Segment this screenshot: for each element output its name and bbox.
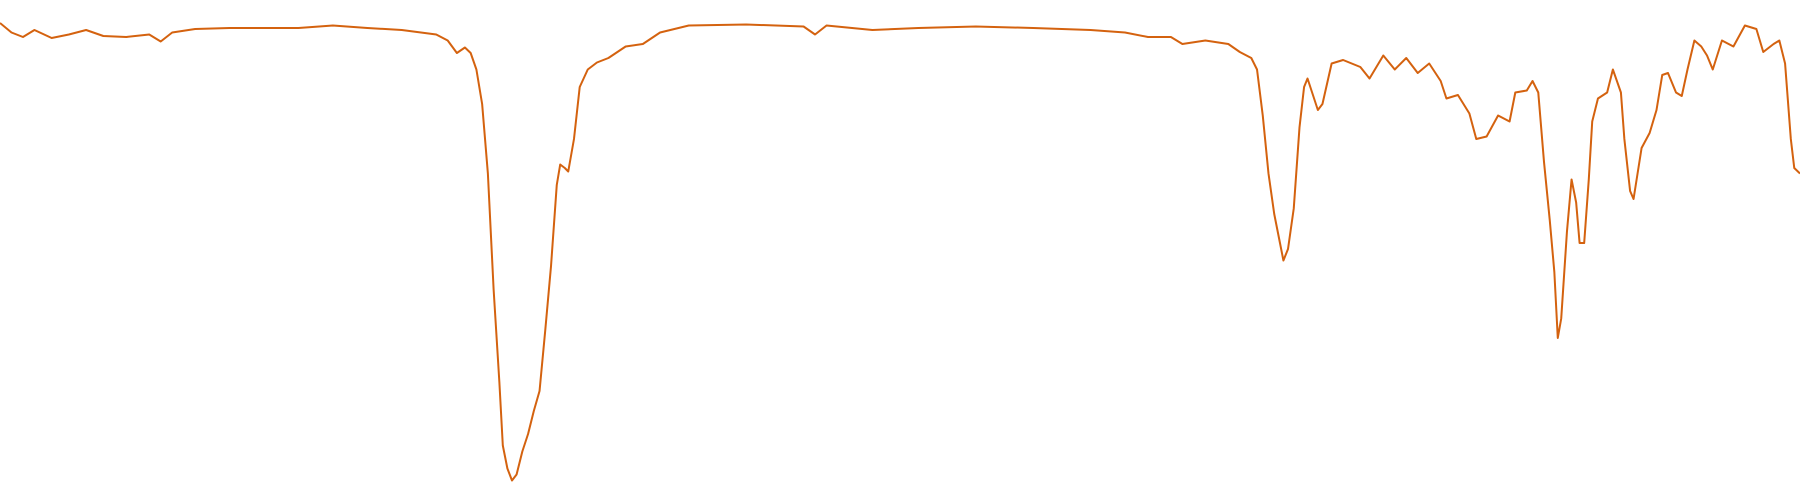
spectrum-line	[0, 22, 1800, 482]
